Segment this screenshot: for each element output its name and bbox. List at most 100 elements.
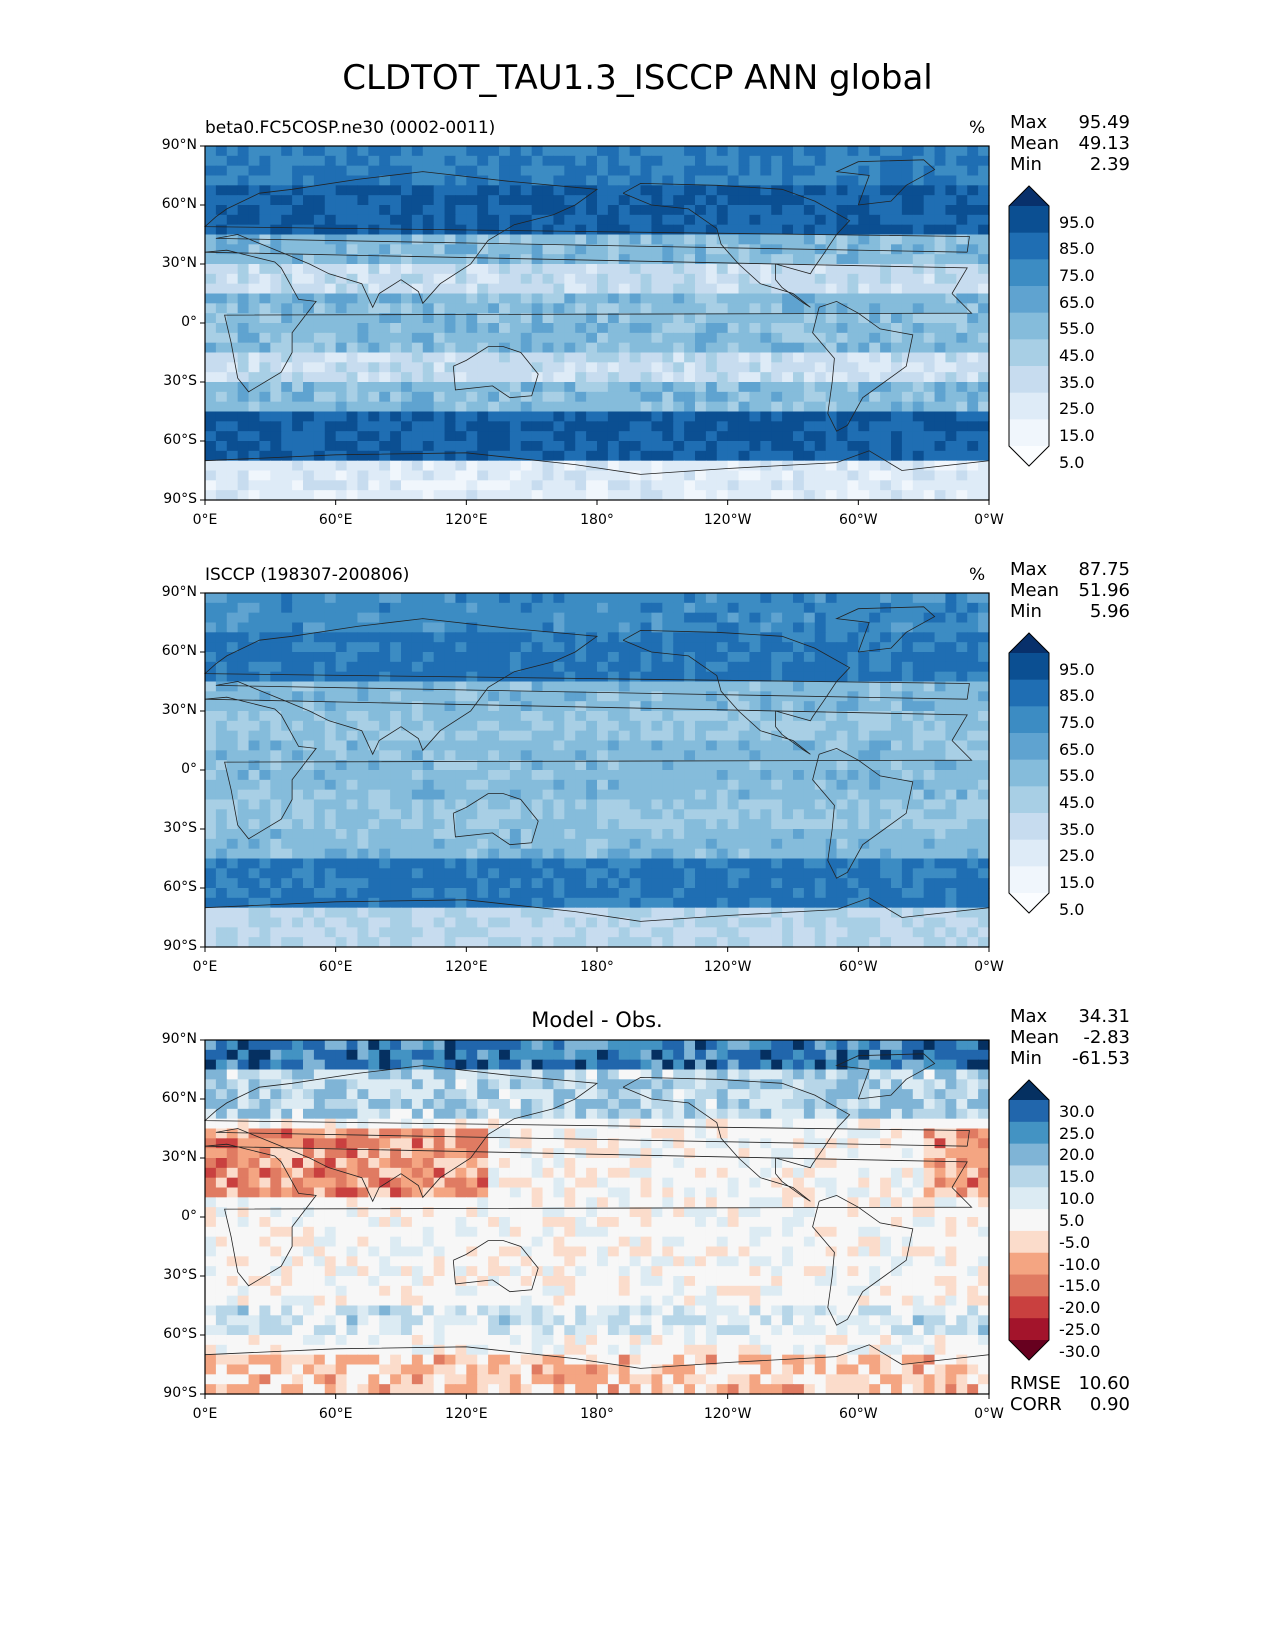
field-cell [390,185,402,196]
field-cell [901,602,914,614]
field-cell [313,283,326,295]
field-cell [695,789,707,801]
field-cell [978,470,990,481]
field-cell [629,720,642,732]
field-cell [411,441,424,452]
field-cell [509,224,522,236]
field-cell [782,602,794,614]
field-cell [542,382,555,393]
field-cell [303,868,315,879]
field-cell [607,224,620,236]
field-cell [847,711,859,722]
field-cell [705,490,718,501]
field-cell [531,431,544,442]
field-cell [825,450,838,462]
field-cell [738,661,751,673]
field-cell [215,450,228,462]
field-cell [215,175,228,186]
field-cell [313,612,326,624]
field-cell [542,175,555,186]
field-cell [564,799,576,810]
field-cell [248,711,261,722]
field-cell [226,323,239,334]
field-cell [695,234,707,245]
field-cell [695,293,707,304]
field-cell [531,799,544,810]
field-cell [727,720,740,732]
field-cell [793,323,805,334]
field-cell [379,234,391,245]
field-cell [901,809,914,820]
field-cell [749,411,761,422]
field-cell [673,760,685,771]
field-cell [978,450,990,462]
field-cell [716,691,729,702]
field-cell [455,480,467,491]
field-cell [629,273,642,285]
field-cell [564,760,576,771]
field-cell [586,740,598,751]
field-cell [738,809,751,820]
field-cell [499,283,511,295]
field-cell [836,681,849,692]
field-cell [324,897,337,909]
field-cell [281,146,293,157]
field-cell [814,401,827,413]
field-cell [422,848,435,860]
field-cell [771,303,783,314]
field-cell [259,372,271,383]
field-cell [575,303,587,314]
field-cell [651,313,663,324]
field-cell [466,490,478,501]
field-cell [705,313,718,324]
field-cell [422,593,435,604]
field-cell [270,254,282,265]
field-cell [640,372,653,383]
field-cell [270,450,282,462]
field-cell [869,612,881,624]
field-cell [226,480,239,491]
field-cell [716,441,729,452]
field-cell [324,612,337,624]
field-cell [923,490,936,501]
field-cell [891,214,903,226]
field-cell [368,421,380,432]
field-cell [782,401,794,413]
field-cell [771,671,783,683]
field-cell [945,848,957,860]
field-cell [205,185,217,196]
field-cell [564,829,576,840]
field-cell [923,214,936,226]
field-cell [259,175,271,186]
field-cell [346,838,359,850]
field-cell [422,411,435,422]
field-cell [346,878,359,889]
field-cell [401,391,413,403]
field-cell [553,671,565,683]
field-cell [673,878,685,889]
field-cell [477,593,489,604]
field-cell [292,155,304,167]
field-cell [542,401,555,413]
field-cell [912,720,925,732]
field-cell [912,642,925,653]
field-cell [749,907,761,919]
field-cell [607,602,620,614]
field-cell [727,770,740,781]
field-cell [346,789,359,801]
field-cell [869,175,881,186]
field-cell [880,779,892,791]
field-cell [727,711,740,722]
field-cell [368,372,380,383]
field-cell [520,799,533,810]
field-cell [640,283,653,295]
field-cell [760,897,772,909]
field-cell [237,185,250,196]
field-cell [597,175,609,186]
field-cell [542,421,555,432]
field-cell [825,799,838,810]
field-cell [695,661,707,673]
field-cell [934,770,947,781]
field-cell [433,165,446,177]
field-cell [716,642,729,653]
